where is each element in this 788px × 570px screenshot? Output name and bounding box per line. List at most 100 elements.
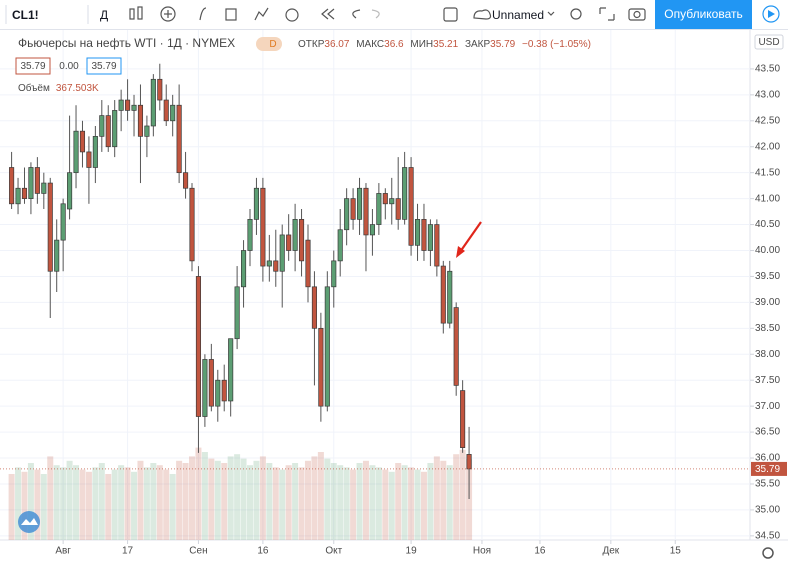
toolbar: CL1! Д Unnamed Опубликовать <box>0 0 788 30</box>
candle-body <box>356 187 363 220</box>
x-tick-label: Авг <box>55 546 71 557</box>
interval[interactable]: Д <box>100 8 109 22</box>
layout-name[interactable]: Unnamed <box>492 8 545 22</box>
candle-body <box>440 265 446 324</box>
y-tick-label: 37.00 <box>755 401 780 412</box>
volume-bar <box>182 463 189 540</box>
candle-body <box>176 104 182 174</box>
currency-box[interactable] <box>754 34 784 50</box>
volume-value: 367.503K <box>56 83 99 94</box>
candle-body <box>221 379 227 402</box>
volume-bar <box>259 456 266 540</box>
candle-body <box>408 167 414 246</box>
candle-body <box>183 172 189 189</box>
volume-bar <box>150 463 157 540</box>
candle-body <box>447 270 453 324</box>
sell-box[interactable] <box>15 57 51 75</box>
sell-price[interactable]: 35.79 <box>20 61 45 72</box>
open-value: 36.07 <box>324 39 349 50</box>
candle-body <box>9 167 15 205</box>
volume-bar <box>420 471 427 540</box>
y-tick-label: 41.00 <box>755 193 780 204</box>
volume-bar <box>137 460 144 540</box>
x-tick-label: 16 <box>257 546 269 557</box>
volume-bar <box>27 463 34 540</box>
y-tick-label: 41.50 <box>755 167 780 178</box>
volume-bar <box>285 465 292 540</box>
volume-bar <box>343 467 350 540</box>
symbol[interactable]: CL1! <box>12 8 39 22</box>
high-label: МАКС <box>356 39 384 50</box>
volume-bar <box>189 456 196 540</box>
spread: 0.00 <box>59 61 79 72</box>
x-tick-label: Дек <box>602 546 619 557</box>
volume-bar <box>105 474 112 540</box>
volume-bar <box>124 467 131 540</box>
volume-bar <box>221 463 228 540</box>
publish-button[interactable]: Опубликовать <box>655 0 752 29</box>
y-tick-label: 42.50 <box>755 115 780 126</box>
volume-bar <box>375 467 382 540</box>
candle-body <box>453 307 459 386</box>
settings-icon[interactable] <box>762 547 774 559</box>
volume-bar <box>163 469 170 540</box>
last-price-tag <box>751 461 787 476</box>
volume-bar <box>143 467 150 540</box>
volume-bar <box>240 458 247 540</box>
candle-body <box>402 167 408 220</box>
candle-body <box>273 260 279 272</box>
close-value: 35.79 <box>490 39 515 50</box>
y-tick-label: 37.50 <box>755 375 780 386</box>
candle-body <box>376 193 382 225</box>
currency[interactable]: USD <box>758 37 779 48</box>
volume-bar <box>401 465 408 540</box>
volume-bar <box>311 456 318 540</box>
volume-bar <box>21 471 28 540</box>
x-tick-label: Сен <box>189 546 207 557</box>
x-tick-label: 19 <box>406 546 418 557</box>
chart: Фьючерсы на нефть WTI · 1Д · NYMEX D ОТК… <box>0 30 788 559</box>
candle-body <box>170 104 176 122</box>
candle-body <box>253 187 259 220</box>
candle-body <box>202 359 208 417</box>
volume-bar <box>459 449 466 540</box>
candle-body <box>331 260 337 288</box>
candle-body <box>47 182 53 272</box>
y-tick-label: 39.00 <box>755 297 780 308</box>
annotation-arrowhead <box>456 246 465 258</box>
candle-body <box>73 130 79 174</box>
volume-bar <box>292 463 299 540</box>
volume-bar <box>176 460 183 540</box>
candle-body <box>234 286 240 340</box>
candle-body <box>466 454 472 470</box>
volume-bar <box>8 474 15 540</box>
chart-title: Фьючерсы на нефть WTI · 1Д · NYMEX <box>18 36 235 50</box>
y-tick-label: 43.50 <box>755 64 780 75</box>
volume-bar <box>214 460 221 540</box>
volume-bar <box>414 469 421 540</box>
last-price-label: 35.79 <box>755 464 780 475</box>
y-tick-label: 43.00 <box>755 89 780 100</box>
candle-body <box>41 182 47 194</box>
y-tick-label: 35.50 <box>755 479 780 490</box>
volume-bar <box>66 460 73 540</box>
y-tick-label: 40.50 <box>755 219 780 230</box>
candle-body <box>344 198 350 231</box>
buy-price[interactable]: 35.79 <box>91 61 116 72</box>
candle-body <box>137 104 144 137</box>
volume-bar <box>169 474 176 540</box>
change: −0.38 (−1.05%) <box>522 39 591 50</box>
candle-body <box>28 167 34 199</box>
candle-body <box>92 136 98 168</box>
candle-body <box>157 78 163 101</box>
open-label: ОТКР <box>298 39 325 50</box>
buy-box[interactable] <box>86 57 122 75</box>
candle-body <box>99 115 105 137</box>
volume-bar <box>131 471 138 540</box>
candle-body <box>395 198 401 220</box>
badge: D <box>269 39 276 50</box>
volume-bar <box>85 471 92 540</box>
volume-bar <box>356 463 363 540</box>
volume-bar <box>47 456 54 540</box>
candle-body <box>350 198 356 220</box>
